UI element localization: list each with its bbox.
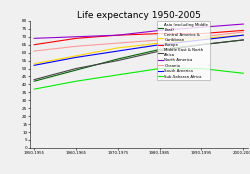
Line: Middle East & North
Africa: Middle East & North Africa	[34, 40, 243, 80]
North America	[158, 29, 161, 31]
Sub-Saharan Africa	[33, 88, 36, 90]
Oceania	[242, 31, 245, 33]
Oceania	[158, 39, 161, 41]
Line: South America: South America	[34, 35, 243, 65]
Middle East & North
Africa	[33, 79, 36, 81]
Line: North America: North America	[34, 24, 243, 38]
Asia (excluding Middle
East)	[158, 48, 161, 50]
Central America &
Caribbean	[200, 37, 203, 39]
Middle East & North
Africa	[158, 50, 161, 52]
Central America &
Caribbean	[116, 47, 119, 49]
Sub-Saharan Africa	[116, 74, 119, 76]
North America	[200, 26, 203, 28]
Europe	[200, 33, 203, 35]
Middle East & North
Africa	[200, 44, 203, 46]
Asia (excluding Middle
East)	[242, 39, 245, 41]
Sub-Saharan Africa	[242, 72, 245, 74]
Middle East & North
Africa	[116, 60, 119, 62]
Asia (excluding Middle
East)	[200, 44, 203, 46]
Europe	[242, 29, 245, 31]
Asia (excluding Middle
East)	[116, 58, 119, 60]
Central America &
Caribbean	[33, 63, 36, 65]
Line: Asia (excluding Middle
East): Asia (excluding Middle East)	[34, 40, 243, 81]
Oceania	[33, 50, 36, 52]
North America	[33, 37, 36, 39]
Asia (excluding Middle
East)	[33, 80, 36, 82]
Oceania	[116, 42, 119, 44]
South America	[116, 50, 119, 52]
Oceania	[74, 45, 78, 47]
North America	[116, 34, 119, 36]
Line: Sub-Saharan Africa: Sub-Saharan Africa	[34, 69, 243, 89]
North America	[74, 36, 78, 38]
Line: Oceania: Oceania	[34, 32, 243, 51]
Europe	[74, 37, 78, 39]
Oceania	[200, 36, 203, 38]
South America	[33, 64, 36, 66]
Central America &
Caribbean	[158, 42, 161, 44]
Europe	[158, 33, 161, 35]
Middle East & North
Africa	[74, 68, 78, 70]
South America	[242, 34, 245, 36]
South America	[200, 39, 203, 41]
Central America &
Caribbean	[74, 55, 78, 57]
South America	[74, 56, 78, 58]
Central America &
Caribbean	[242, 34, 245, 36]
Europe	[33, 44, 36, 46]
Europe	[116, 34, 119, 36]
Sub-Saharan Africa	[158, 68, 161, 70]
Sub-Saharan Africa	[74, 80, 78, 82]
Sub-Saharan Africa	[200, 68, 203, 70]
Title: Life expectancy 1950-2005: Life expectancy 1950-2005	[77, 11, 201, 20]
Middle East & North
Africa	[242, 39, 245, 41]
Line: Central America &
Caribbean: Central America & Caribbean	[34, 35, 243, 64]
Line: Europe: Europe	[34, 30, 243, 45]
South America	[158, 44, 161, 46]
Asia (excluding Middle
East)	[74, 69, 78, 71]
Legend: Asia (excluding Middle
East), Central America &
Caribbean, Europe, Middle East &: Asia (excluding Middle East), Central Am…	[156, 21, 210, 81]
North America	[242, 23, 245, 25]
